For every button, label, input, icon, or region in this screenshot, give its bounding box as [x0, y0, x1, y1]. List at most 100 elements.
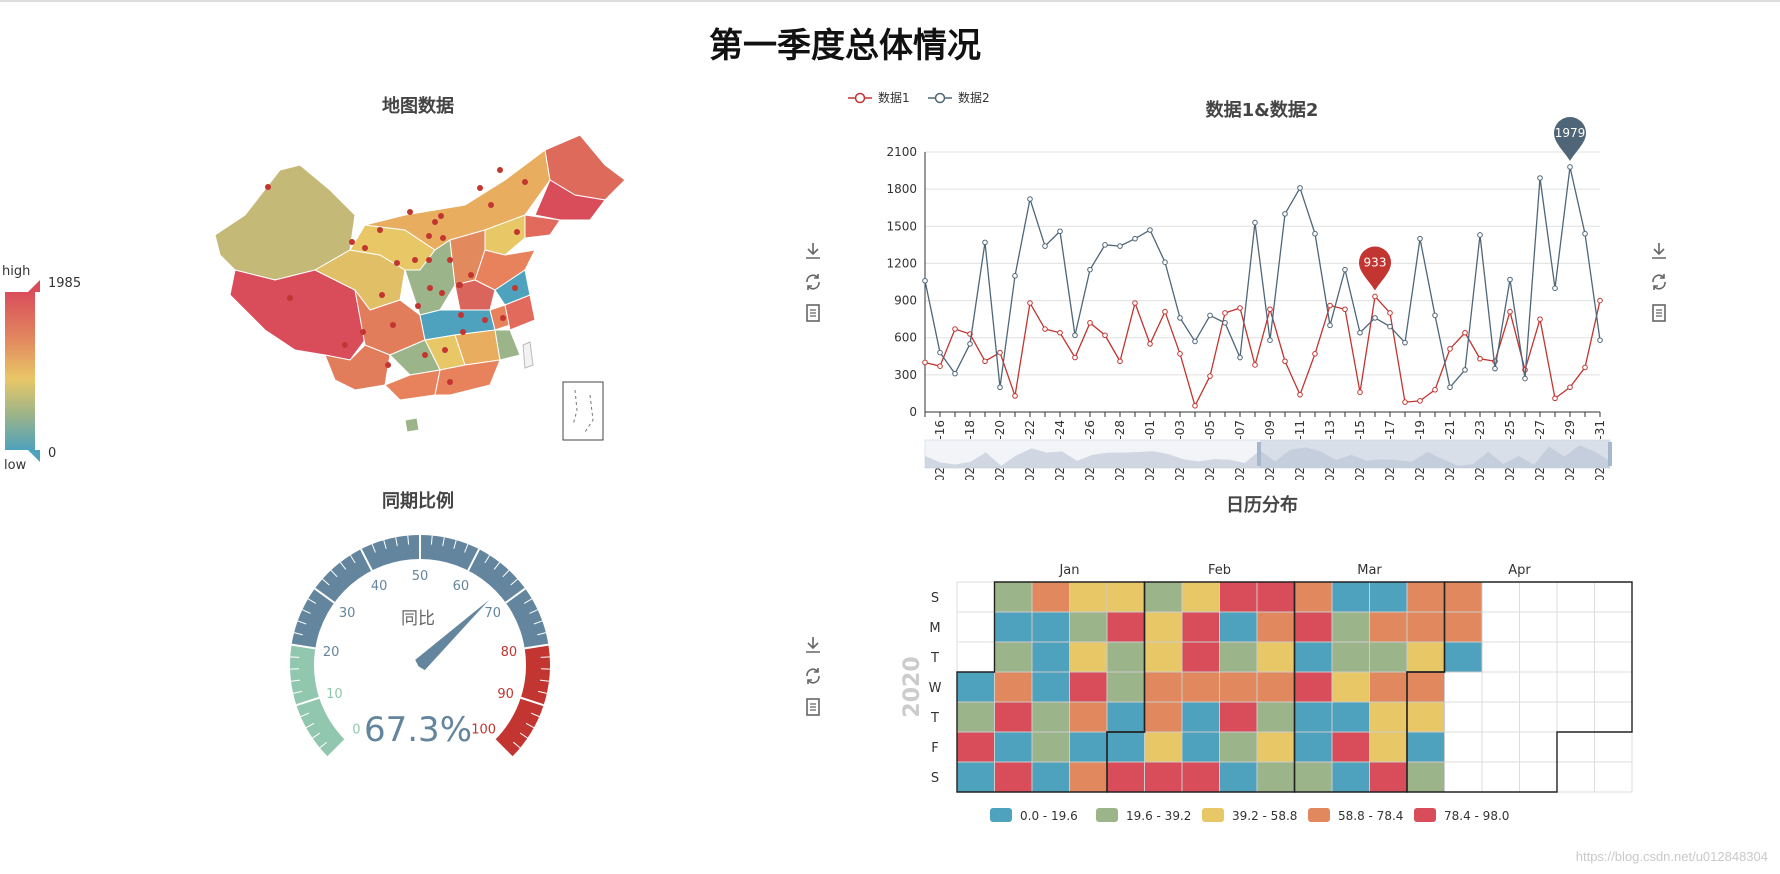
south-china-sea-inset	[562, 381, 604, 441]
gauge-tick	[322, 578, 330, 586]
gauge-tick	[290, 656, 300, 658]
data-point	[1537, 316, 1543, 322]
calendar-empty-cell	[1556, 611, 1595, 643]
gauge-tick	[505, 587, 526, 604]
calendar-day-cell	[1106, 641, 1145, 673]
data-view-icon[interactable]	[1648, 302, 1670, 324]
visual-map-gradient-bar[interactable]	[0, 270, 45, 466]
download-icon[interactable]	[802, 634, 824, 656]
data-point	[1402, 339, 1408, 346]
data-point	[1087, 320, 1093, 326]
gauge-tick	[533, 620, 543, 625]
map-region-shaanxi	[404, 239, 456, 316]
download-icon[interactable]	[1648, 240, 1670, 262]
calendar-day-cell	[994, 761, 1033, 793]
calendar-day-cell	[1369, 611, 1408, 643]
calendar-empty-cell	[956, 581, 995, 613]
calendar-day-cell	[1031, 671, 1070, 703]
line-chart[interactable]: 数据1数据2030060090012001500180021002020-02-…	[840, 80, 1620, 480]
gauge-tick-label: 80	[501, 645, 518, 660]
data-view-icon[interactable]	[802, 696, 824, 718]
gauge-tick-label: 50	[412, 569, 429, 584]
calendar-empty-cell	[956, 611, 995, 643]
map-point	[415, 303, 421, 309]
calendar-empty-cell	[1519, 641, 1558, 673]
y-tick-label: 300	[894, 368, 917, 382]
data-point	[1147, 227, 1153, 233]
gauge-tick	[525, 722, 535, 729]
calendar-empty-cell	[1556, 701, 1595, 733]
data-point	[1357, 329, 1363, 336]
gauge-tick	[442, 537, 445, 547]
data-point	[1237, 354, 1243, 361]
data-point	[1267, 306, 1273, 313]
data-zoom-handle-right[interactable]	[1608, 442, 1612, 466]
data-point	[1267, 337, 1273, 343]
map-point	[394, 260, 400, 266]
calendar-day-cell	[1106, 611, 1145, 643]
data-point	[1417, 235, 1423, 242]
gauge-tick	[453, 540, 457, 549]
pin-shape	[1554, 116, 1586, 161]
data-point	[1027, 196, 1033, 202]
gauge-tick	[297, 620, 307, 625]
map-region-yunnan	[324, 344, 391, 391]
calendar-day-cell	[1256, 701, 1295, 733]
calendar-day-cell	[1406, 611, 1445, 643]
data-view-icon[interactable]	[802, 302, 824, 324]
gauge-tick	[371, 543, 376, 553]
data-point	[1477, 232, 1483, 238]
calendar-day-cell	[994, 671, 1033, 703]
calendar-day-cell	[1181, 701, 1220, 733]
map-point	[482, 317, 488, 323]
calendar-empty-cell	[1594, 611, 1633, 643]
refresh-icon[interactable]	[802, 271, 824, 293]
data-point	[1372, 315, 1378, 321]
data-point	[1252, 362, 1258, 368]
refresh-icon[interactable]	[802, 665, 824, 687]
data-point	[1432, 386, 1438, 393]
data-zoom-handle-left[interactable]	[1257, 442, 1261, 466]
china-map[interactable]	[205, 120, 625, 450]
calendar-empty-cell	[1519, 761, 1558, 793]
refresh-icon[interactable]	[1648, 271, 1670, 293]
gauge-tick	[467, 548, 480, 572]
data-point	[1177, 315, 1183, 321]
calendar-day-cell	[994, 641, 1033, 673]
data-point	[1222, 320, 1228, 326]
calendar-day-cell	[956, 731, 995, 763]
gauge-tick	[330, 569, 338, 578]
download-icon[interactable]	[802, 240, 824, 262]
gauge-tick-label: 90	[497, 687, 514, 702]
weekday-label: M	[929, 621, 940, 636]
data-point	[997, 384, 1003, 391]
y-tick-label: 1200	[886, 256, 917, 270]
map-point	[427, 285, 433, 291]
gauge-title: 同期比例	[382, 491, 454, 512]
calendar-empty-cell	[1594, 731, 1633, 763]
calendar-day-cell	[1219, 671, 1258, 703]
gauge-tick-label: 0	[352, 723, 360, 738]
calendar-day-cell	[956, 761, 995, 793]
calendar-day-cell	[1444, 581, 1483, 613]
calendar-day-cell	[1331, 761, 1370, 793]
map-point	[458, 312, 464, 318]
calendar-day-cell	[1219, 761, 1258, 793]
gauge-band	[290, 644, 346, 757]
gauge-tick	[537, 632, 547, 636]
data-point	[1402, 399, 1408, 405]
data-point	[1282, 211, 1288, 217]
map-region-taiwan	[522, 341, 534, 369]
line-legend: 数据1 数据2	[848, 90, 990, 105]
max-mark-pin: 933	[1359, 246, 1391, 291]
data-point	[1012, 393, 1018, 399]
data-point	[1432, 312, 1438, 319]
data-point	[937, 363, 943, 369]
gauge-tick	[339, 561, 347, 570]
line-toolbox-left	[802, 240, 824, 333]
month-label: Feb	[1208, 563, 1231, 578]
data-point	[1057, 228, 1063, 235]
data-point	[1042, 243, 1048, 249]
map-point	[377, 227, 383, 233]
